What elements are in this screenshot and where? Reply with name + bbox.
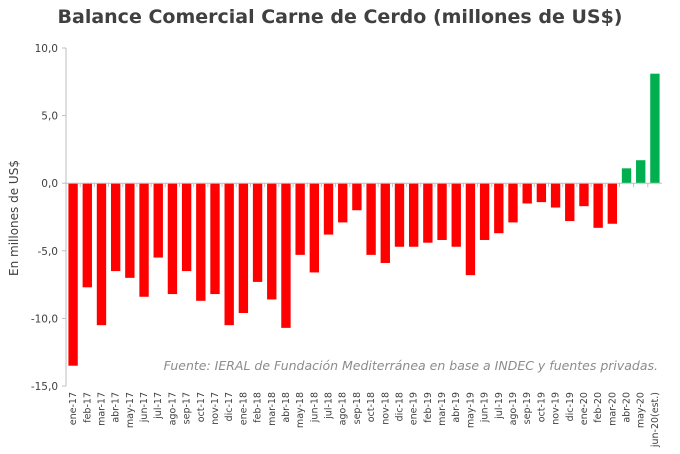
x-tick-label: feb-18 xyxy=(253,392,264,423)
y-tick-label: -10,0 xyxy=(31,313,58,325)
bar-may-20 xyxy=(636,160,646,184)
x-tick-label: jul-18 xyxy=(324,392,335,420)
x-tick-label: feb-19 xyxy=(423,392,434,423)
x-tick-label: dic-18 xyxy=(394,392,405,421)
x-tick-label: feb-20 xyxy=(593,392,604,423)
x-tick-label: sep-19 xyxy=(522,392,533,424)
y-axis: 10,0 5,0 0,0 -5,0 -10,0 -15,0 xyxy=(31,43,67,393)
bar-jul-18 xyxy=(323,183,334,235)
x-tick-label: mar-17 xyxy=(96,392,107,426)
x-tick-label: abr-19 xyxy=(451,392,462,423)
source-note: Fuente: IERAL de Fundación Mediterránea … xyxy=(163,358,658,373)
x-tick-label: ene-20 xyxy=(579,392,590,425)
bar-jul-17 xyxy=(153,183,163,258)
x-tick-label: nov-19 xyxy=(551,392,562,425)
bar-feb-18 xyxy=(252,183,263,282)
chart-title: Balance Comercial Carne de Cerdo (millon… xyxy=(57,6,623,28)
bar-oct-19 xyxy=(536,183,547,203)
bar-dic-19 xyxy=(565,183,575,222)
x-tick-label: may-18 xyxy=(295,392,306,428)
bar-sep-19 xyxy=(522,183,532,204)
x-tick-label: oct-18 xyxy=(366,392,377,422)
x-tick-label: jun-20(est.) xyxy=(650,392,661,448)
x-axis: ene-17 feb-17 mar-17 abr-17 may-17 jun-17 jul-… xyxy=(65,182,662,448)
bar-jul-19 xyxy=(494,183,504,234)
bar-oct-17 xyxy=(196,183,206,301)
bar-jun-19 xyxy=(479,183,490,240)
x-tick-label: ago-18 xyxy=(338,392,349,425)
x-tick-label: dic-17 xyxy=(224,392,235,421)
bar-sep-18 xyxy=(352,183,362,211)
bar-nov-18 xyxy=(380,183,390,263)
bar-jun-20(est.) xyxy=(650,73,660,184)
bar-abr-20 xyxy=(621,168,632,184)
bar-ene-18 xyxy=(238,183,249,313)
x-tick-label: mar-18 xyxy=(267,392,278,426)
bar-jun-17 xyxy=(139,183,149,297)
bar-mar-20 xyxy=(607,183,618,224)
x-tick-label: dic-19 xyxy=(565,392,576,421)
x-tick-label: oct-19 xyxy=(536,392,547,422)
bar-ago-19 xyxy=(508,183,518,223)
bar-nov-17 xyxy=(210,183,220,295)
x-tick-label: abr-18 xyxy=(281,392,292,423)
bar-dic-17 xyxy=(224,183,234,326)
bar-feb-17 xyxy=(82,183,92,288)
x-tick-label: nov-17 xyxy=(210,392,221,425)
bar-may-19 xyxy=(465,183,476,276)
x-tick-label: ene-19 xyxy=(409,392,420,425)
bar-ene-17 xyxy=(68,183,78,366)
x-tick-label: jun-19 xyxy=(480,392,491,423)
y-tick-label: -15,0 xyxy=(31,381,58,393)
x-tick-label: jul-19 xyxy=(494,392,505,420)
bar-jun-18 xyxy=(309,183,320,273)
x-tick-label: sep-18 xyxy=(352,392,363,424)
x-tick-label: mar-20 xyxy=(607,392,618,426)
bar-abr-19 xyxy=(451,183,461,247)
x-tick-label: may-19 xyxy=(465,392,476,428)
bar-may-18 xyxy=(295,183,305,255)
x-tick-label: jul-17 xyxy=(153,392,164,420)
bar-oct-18 xyxy=(366,183,376,255)
y-tick-label: -5,0 xyxy=(38,246,59,258)
bars xyxy=(68,73,660,366)
x-tick-label: feb-17 xyxy=(82,392,93,423)
bar-feb-19 xyxy=(423,183,433,243)
x-tick-label: ago-19 xyxy=(508,392,519,425)
bar-ago-18 xyxy=(338,183,348,223)
x-tick-label: oct-17 xyxy=(196,392,207,422)
x-tick-label: sep-17 xyxy=(182,392,193,424)
x-tick-label: may-20 xyxy=(636,392,647,428)
bar-dic-18 xyxy=(394,183,405,247)
x-tick-label: may-17 xyxy=(125,392,136,428)
x-tick-label: jun-17 xyxy=(139,392,150,423)
bar-nov-19 xyxy=(550,183,561,208)
bar-abr-18 xyxy=(281,183,291,328)
bar-mar-17 xyxy=(96,183,107,326)
y-tick-label: 10,0 xyxy=(35,43,58,55)
bar-mar-19 xyxy=(437,183,447,240)
x-tick-label: ene-17 xyxy=(68,392,79,425)
bar-abr-17 xyxy=(110,183,121,272)
bar-may-17 xyxy=(125,183,135,278)
x-tick-label: nov-18 xyxy=(380,392,391,425)
bar-ago-17 xyxy=(167,183,178,295)
bar-feb-20 xyxy=(593,183,603,228)
x-tick-label: ago-17 xyxy=(167,392,178,425)
x-tick-label: jun-18 xyxy=(309,392,320,423)
x-tick-label: mar-19 xyxy=(437,392,448,426)
bar-sep-17 xyxy=(181,183,192,272)
bar-ene-19 xyxy=(408,183,419,247)
bar-mar-18 xyxy=(267,183,277,300)
x-tick-label: abr-17 xyxy=(111,392,122,423)
bar-ene-20 xyxy=(579,183,589,207)
x-tick-label: abr-20 xyxy=(622,392,633,423)
y-tick-label: 5,0 xyxy=(41,111,58,123)
y-tick-label: 0,0 xyxy=(41,178,58,190)
x-tick-label: ene-18 xyxy=(238,392,249,425)
